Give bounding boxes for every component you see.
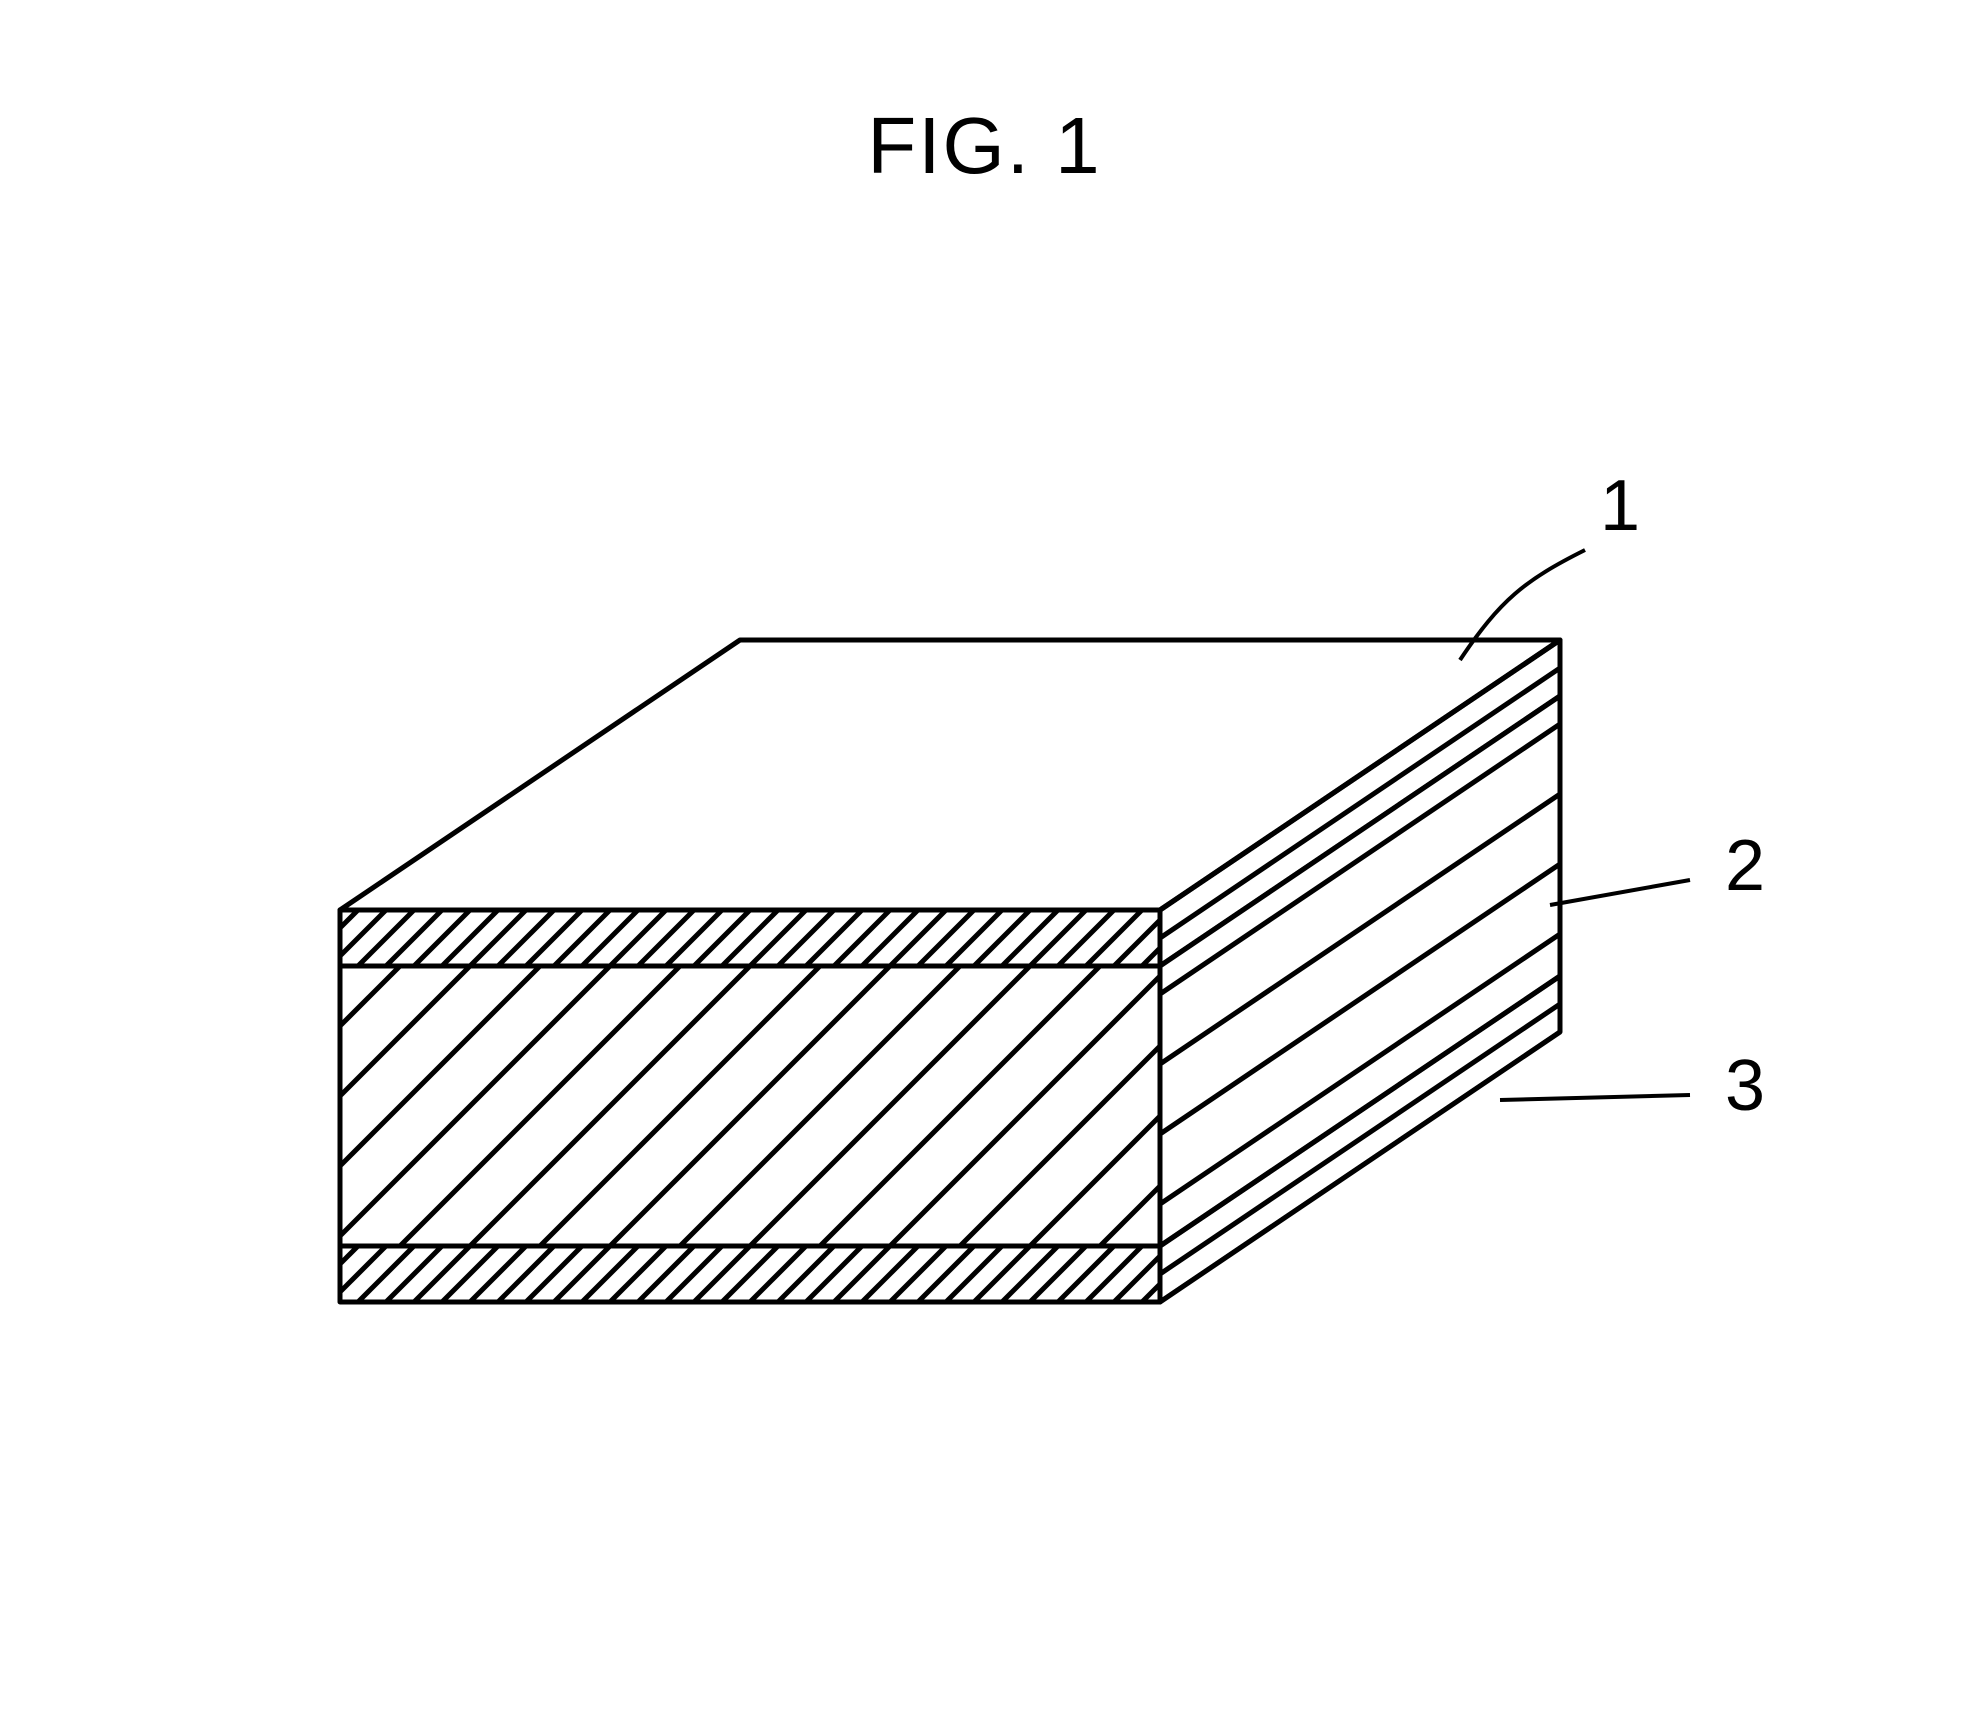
layer-label-1: 1 [1600,466,1640,546]
layer-label-2: 2 [1725,826,1765,906]
layer-label-3: 3 [1725,1046,1765,1126]
figure-title: FIG. 1 [867,100,1101,192]
figure-diagram: 1 2 3 [0,0,1969,1704]
